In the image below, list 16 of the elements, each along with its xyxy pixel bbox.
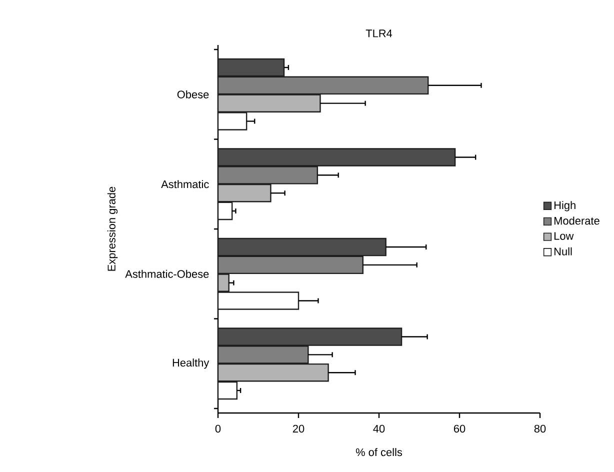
x-tick-label: 20 [292, 424, 304, 433]
y-tick-label: Obese [177, 90, 209, 98]
y-tick-label: Asthmatic [161, 180, 209, 188]
y-tick-label: Healthy [172, 358, 210, 369]
x-tick-label: 0 [215, 424, 221, 433]
legend-label: High [554, 201, 576, 212]
chart-title: TLR4 [366, 30, 392, 38]
x-tick-label: 40 [373, 424, 385, 433]
x-axis-title: % of cells [356, 448, 402, 456]
legend-label: Low [554, 232, 574, 240]
x-tick-label: 60 [454, 424, 466, 433]
y-tick-label: Asthmatic-Obese [125, 270, 209, 278]
legend-label: Moderate [554, 216, 600, 225]
x-tick-label: 80 [534, 424, 546, 433]
legend-label: Null [554, 247, 572, 256]
y-axis-title: Expression grade [107, 186, 118, 271]
